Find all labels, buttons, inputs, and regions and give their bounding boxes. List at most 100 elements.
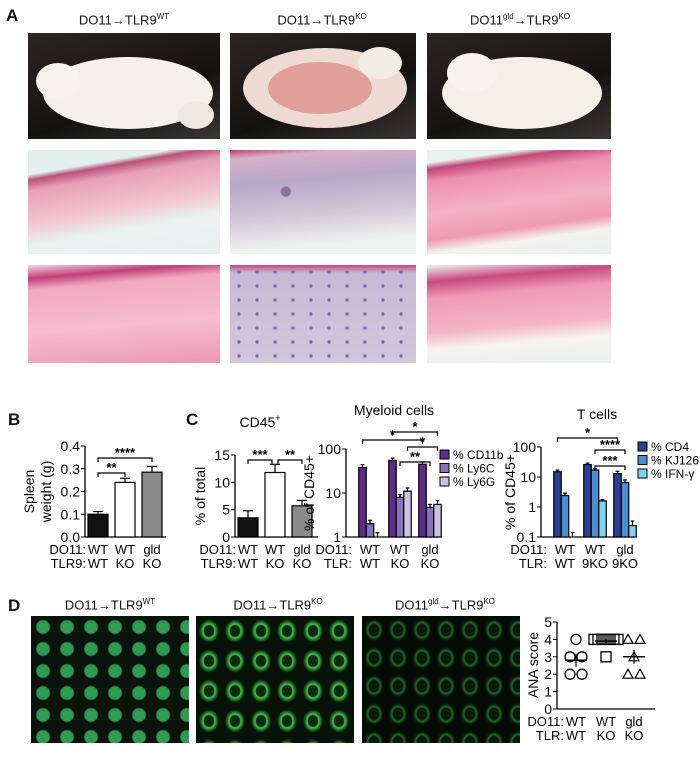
- myeloid-row-label: DO11:: [315, 542, 352, 557]
- myeloid-bar: [433, 503, 442, 538]
- ana-x-tick-label: KO: [625, 728, 644, 743]
- myeloid-y-axis-label: % of CD45+: [301, 455, 317, 531]
- myeloid-bar: [395, 496, 405, 538]
- mouse-photo-ko: [230, 33, 416, 139]
- cd45-y-tick-label: 5: [222, 502, 230, 518]
- tcells-significance-label: ***: [602, 453, 618, 468]
- spleen-y-tick-label: 0.1: [61, 506, 81, 522]
- spleen-bar: [141, 471, 163, 538]
- tcells-y-tick-label: 0.1: [517, 529, 537, 545]
- myeloid-title-text: Myeloid cells: [354, 402, 434, 418]
- myeloid-legend-swatch: [439, 449, 450, 460]
- myeloid-legend-label: % CD11b: [453, 448, 504, 462]
- ana-point-circle: [576, 668, 588, 680]
- myeloid-legend-label: % Ly6C: [453, 462, 495, 476]
- cd45-x-tick-label: KO: [293, 556, 312, 571]
- spleen-significance-bracket: [97, 472, 126, 477]
- myeloid-bar: [425, 506, 435, 538]
- histology-high-mag-wt: [28, 265, 220, 363]
- tcells-legend-label: % KJ126: [651, 454, 699, 468]
- ana-point-triangle: [621, 667, 635, 679]
- ana-point-triangle: [633, 667, 647, 679]
- tcells-x-tick-label: 9KO: [612, 556, 638, 571]
- myeloid-bar: [388, 459, 397, 538]
- myeloid-significance-bracket: [391, 431, 439, 436]
- ana-image-gld-ko: [362, 616, 520, 743]
- panel-label-b: B: [8, 410, 21, 429]
- cd45-x-tick-label: KO: [266, 556, 285, 571]
- myeloid-x-tick-label: WT: [360, 542, 380, 557]
- spleen-x-tick-label: WT: [88, 542, 108, 557]
- panel-label-c: C: [186, 410, 199, 429]
- ana-x-tick-label: WT: [566, 728, 586, 743]
- spleen-y-axis-label: Spleen: [21, 470, 37, 514]
- tcells-significance-bracket: [594, 465, 626, 470]
- myeloid-significance-label: *: [390, 427, 396, 442]
- ana-point-square: [612, 633, 624, 646]
- ana-point-circle: [570, 633, 582, 646]
- myeloid-significance-label: *: [412, 419, 418, 434]
- myeloid-title: Myeloid cells: [354, 402, 434, 418]
- tcells-bar: [613, 472, 622, 538]
- cd45-x-tick-label: WT: [238, 556, 258, 571]
- tcells-y-tick-label: 1: [528, 499, 536, 515]
- panel-label-d: D: [8, 596, 21, 615]
- histology-low-mag-ko: [230, 150, 416, 254]
- spleen-y-tick-label: 0.3: [61, 461, 81, 477]
- myeloid-y-tick-label: 1: [333, 529, 341, 545]
- myeloid-significance-bracket: [399, 461, 431, 466]
- tcells-x-tick-label: WT: [555, 556, 575, 571]
- myeloid-x-tick-label: WT: [390, 542, 410, 557]
- spleen-x-tick-label: gld: [143, 542, 160, 557]
- mouse-photo-gld-ko: [427, 33, 611, 139]
- spleen-x-tick-label: WT: [115, 542, 135, 557]
- tcells-title: T cells: [577, 406, 617, 422]
- cd45-title: CD45+: [239, 413, 280, 430]
- cd45-significance-label: **: [285, 447, 296, 462]
- tcells-legend-label: % IFN-γ: [651, 467, 694, 481]
- ana-y-tick-label: 3: [544, 649, 552, 665]
- ana-row-label: DO11:: [527, 714, 564, 729]
- tcells-significance-bracket: [556, 437, 619, 442]
- cd45-bar: [237, 517, 259, 538]
- histology-low-mag-wt: [28, 150, 220, 254]
- cd45-y-tick-label: 10: [214, 474, 230, 490]
- ana-point-triangle: [633, 633, 647, 644]
- cd45-y-axis-label: % of total: [192, 467, 208, 525]
- tcells-legend-label: % CD4: [651, 440, 689, 454]
- tcells-significance-bracket: [594, 449, 626, 454]
- tcells-bar: [583, 463, 592, 538]
- cd45-x-tick-label: gld: [293, 542, 310, 557]
- tcells-bar: [590, 469, 600, 538]
- myeloid-x-tick-label: KO: [421, 556, 440, 571]
- ana-title-wt: DO11→TLR9WT: [64, 597, 156, 613]
- spleen-row-label: TLR9:: [51, 556, 86, 571]
- histology-high-mag-ko: [230, 265, 416, 363]
- cd45-bar: [291, 505, 313, 538]
- column-title-wt: DO11→TLR9WT: [78, 12, 170, 28]
- ana-x-tick-label: gld: [625, 714, 642, 729]
- spleen-significance-label: ****: [115, 445, 136, 460]
- spleen-significance-label: **: [106, 460, 117, 475]
- ana-point-square: [600, 651, 612, 663]
- myeloid-legend-swatch: [439, 463, 450, 473]
- ana-y-tick-label: 5: [544, 614, 552, 630]
- tcells-x-tick-label: 9KO: [582, 556, 608, 571]
- ana-x-tick-label: WT: [596, 714, 616, 729]
- cd45-row-label: TLR9:: [201, 556, 236, 571]
- myeloid-row-label: TLR:: [324, 556, 352, 571]
- myeloid-bar: [358, 466, 367, 538]
- tcells-bar: [598, 500, 607, 538]
- ana-y-axis-label: ANA score: [525, 632, 541, 698]
- cd45-title-superscript: +: [275, 413, 280, 423]
- tcells-legend-swatch: [637, 468, 648, 479]
- panel-label-a: A: [6, 6, 19, 25]
- spleen-x-tick-label: KO: [116, 556, 135, 571]
- tcells-significance-label: ****: [600, 437, 621, 452]
- ana-point-circle: [564, 651, 576, 663]
- ana-y-tick-label: 1: [544, 684, 552, 700]
- spleen-y-axis-label: weight (g): [38, 461, 54, 523]
- ana-point-triangle: [621, 633, 635, 644]
- ana-title-ko: DO11→TLR9KO: [233, 597, 323, 613]
- ana-image-wt: [31, 616, 189, 743]
